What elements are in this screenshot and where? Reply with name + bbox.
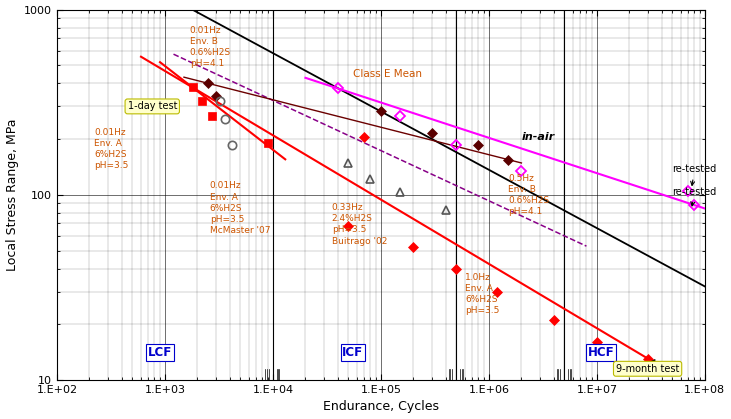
X-axis label: Endurance, Cycles: Endurance, Cycles [323,401,439,414]
Text: re-tested: re-tested [673,164,716,185]
Text: re-tested: re-tested [673,187,716,206]
Text: in-air: in-air [521,132,555,142]
Text: 1.0Hz
Env. A
6%H2S
pH=3.5: 1.0Hz Env. A 6%H2S pH=3.5 [465,273,499,315]
Text: 0.01Hz
Env. A
6%H2S
pH=3.5: 0.01Hz Env. A 6%H2S pH=3.5 [94,128,129,170]
Text: 0.01Hz
Env. B
0.6%H2S
pH=4.1: 0.01Hz Env. B 0.6%H2S pH=4.1 [190,26,231,68]
Text: ICF: ICF [342,346,363,359]
Text: 9-month test: 9-month test [616,360,679,374]
Text: 0.5Hz
Env. B
0.6%H2S
pH=4.1: 0.5Hz Env. B 0.6%H2S pH=4.1 [508,174,549,216]
Y-axis label: Local Stress Range, MPa: Local Stress Range, MPa [6,119,18,271]
Text: HCF: HCF [588,346,615,359]
Text: 1-day test: 1-day test [127,101,177,111]
Text: 0.01Hz
Env. A
6%H2S
pH=3.5
McMaster '07: 0.01Hz Env. A 6%H2S pH=3.5 McMaster '07 [210,181,270,235]
Text: Class E Mean: Class E Mean [353,69,422,79]
Text: LCF: LCF [148,346,172,359]
Text: 0.33Hz
2.4%H2S
pH=3.5
Buitrago '02: 0.33Hz 2.4%H2S pH=3.5 Buitrago '02 [332,203,387,246]
